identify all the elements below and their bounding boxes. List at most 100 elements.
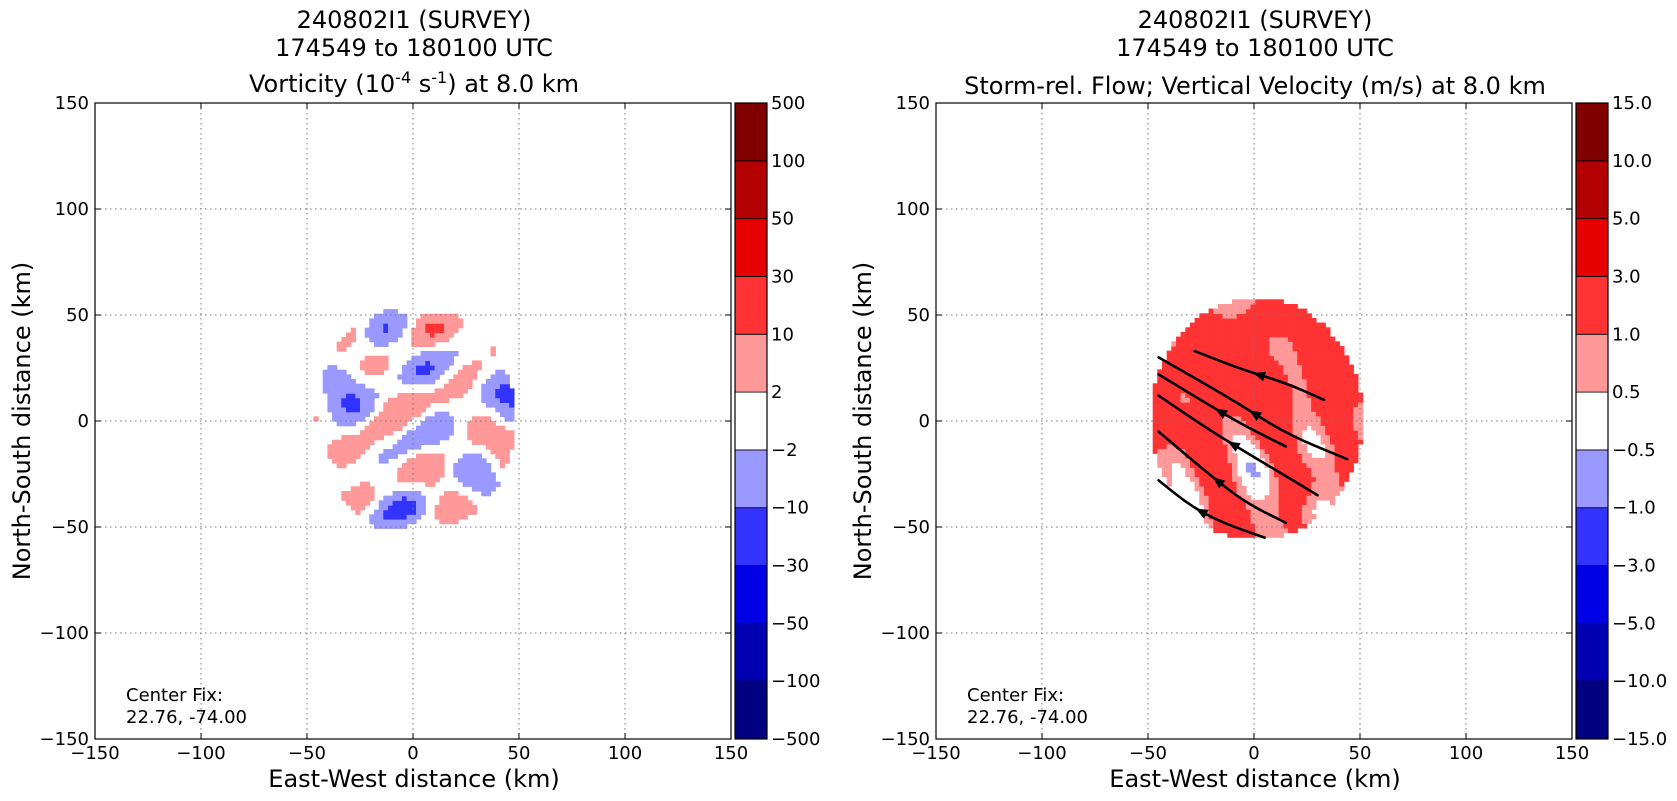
field-cell: [1334, 341, 1340, 347]
field-cell: [1162, 415, 1168, 422]
field-cell: [1320, 383, 1326, 389]
field-cell: [1241, 415, 1247, 422]
field-cell: [1325, 327, 1331, 333]
field-cell: [1236, 513, 1242, 520]
field-cell: [1213, 355, 1219, 361]
field-cell: [1278, 359, 1284, 366]
field-cell: [1162, 457, 1168, 464]
field-cell: [1264, 532, 1270, 538]
field-cell: [1301, 415, 1308, 422]
field-cell: [1232, 485, 1238, 492]
field-cell: [495, 481, 501, 487]
field-cell: [448, 425, 454, 431]
field-cell: [1245, 518, 1252, 524]
field-cell: [1255, 336, 1261, 342]
field-cell: [1311, 383, 1317, 389]
field-cell: [332, 402, 338, 408]
field-cell: [1273, 462, 1280, 468]
field-cell: [1232, 532, 1238, 538]
field-cell: [1245, 341, 1252, 347]
field-cell: [471, 430, 478, 436]
field-cell: [378, 514, 384, 520]
field-cell: [495, 383, 501, 389]
field-cell: [397, 374, 403, 380]
field-cell: [1264, 523, 1270, 529]
field-cell: [1259, 336, 1266, 342]
field-cell: [1245, 299, 1252, 305]
left-title-sup1: -4: [395, 68, 411, 87]
field-cell: [364, 397, 370, 403]
field-cell: [1297, 453, 1303, 459]
field-cell: [1241, 406, 1247, 412]
field-cell: [1301, 378, 1308, 384]
field-cell: [1292, 481, 1298, 487]
field-cell: [1315, 332, 1322, 338]
field-cell: [425, 397, 431, 403]
field-cell: [1301, 318, 1308, 324]
field-cell: [439, 514, 445, 520]
field-cell: [1208, 439, 1214, 445]
field-cell: [1334, 481, 1340, 487]
field-cell: [1297, 373, 1303, 380]
field-cell: [1273, 476, 1280, 482]
x-tick-label: 100: [1449, 743, 1483, 764]
field-cell: [341, 402, 347, 408]
field-cell: [1245, 513, 1252, 520]
field-cell: [1315, 392, 1322, 398]
field-cell: [1255, 313, 1261, 319]
field-cell: [388, 430, 394, 436]
field-cell: [1353, 401, 1359, 408]
field-cell: [1259, 304, 1266, 310]
field-cell: [1232, 308, 1238, 314]
field-cell: [457, 388, 464, 394]
colorbar-label: 0.5: [1612, 382, 1641, 403]
field-cell: [1306, 481, 1312, 487]
field-cell: [1343, 476, 1350, 482]
field-cell: [425, 425, 431, 431]
field-cell: [1250, 346, 1256, 352]
left-center-fix-value: 22.76, -74.00: [126, 707, 247, 728]
field-cell: [485, 416, 492, 422]
field-cell: [1301, 373, 1308, 380]
field-cell: [1287, 304, 1294, 310]
field-cell: [1339, 425, 1345, 431]
field-cell: [411, 374, 417, 380]
field-cell: [369, 365, 375, 371]
field-cell: [327, 407, 333, 413]
field-cell: [1283, 513, 1289, 520]
field-cell: [1241, 495, 1247, 501]
field-cell: [1232, 332, 1238, 338]
field-cell: [369, 430, 375, 436]
field-cell: [420, 365, 426, 371]
field-cell: [471, 425, 478, 431]
field-cell: [1306, 490, 1312, 496]
field-cell: [1199, 387, 1205, 394]
field-cell: [430, 355, 436, 361]
field-cell: [1353, 406, 1359, 412]
field-cell: [1343, 448, 1350, 454]
field-cell: [1306, 336, 1312, 342]
field-cell: [1180, 355, 1186, 361]
field-cell: [1157, 425, 1163, 431]
field-cell: [1218, 383, 1224, 389]
field-cell: [490, 439, 496, 445]
field-cell: [374, 337, 380, 343]
field-cell: [1325, 425, 1331, 431]
field-cell: [1357, 392, 1364, 398]
field-cell: [420, 495, 426, 501]
field-cell: [1204, 481, 1210, 487]
field-cell: [485, 421, 492, 427]
field-cell: [1245, 313, 1252, 319]
field-cell: [1250, 350, 1256, 356]
field-cell: [1264, 415, 1270, 422]
field-cell: [322, 379, 328, 385]
field-cell: [1306, 513, 1312, 520]
field-cell: [1283, 476, 1289, 482]
field-cell: [1213, 504, 1219, 510]
field-cell: [439, 509, 445, 515]
field-cell: [1259, 346, 1266, 352]
field-cell: [1315, 411, 1322, 417]
field-cell: [490, 435, 496, 441]
y-tick-label: −100: [881, 623, 930, 644]
field-cell: [402, 411, 408, 417]
